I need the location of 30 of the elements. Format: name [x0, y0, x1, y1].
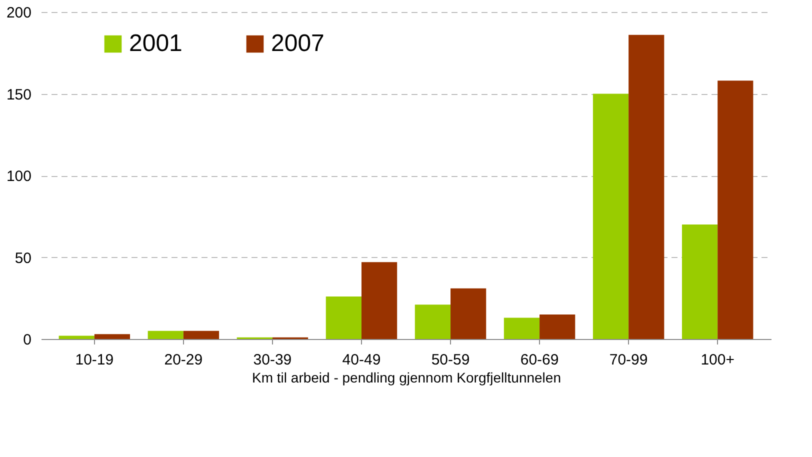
y-tick-label: 50: [14, 250, 32, 267]
x-tick-label: 30-39: [253, 352, 292, 368]
bar: [450, 288, 486, 339]
bar: [718, 80, 754, 339]
bar: [326, 296, 362, 339]
bar: [58, 336, 94, 339]
legend-label: 2001: [129, 30, 182, 57]
legend-label: 2007: [271, 30, 324, 57]
bar: [414, 304, 451, 339]
x-tick-label: 100+: [700, 352, 735, 368]
y-tick-label: 100: [6, 168, 32, 185]
x-tick-label: 60-69: [520, 352, 559, 368]
bar: [148, 330, 184, 339]
bar: [361, 262, 398, 339]
y-tick-label: 150: [6, 86, 32, 104]
y-tick-label: 200: [6, 4, 32, 22]
bar: [682, 224, 718, 339]
bar: [592, 94, 629, 339]
bar: [183, 330, 220, 339]
x-tick-label: 20-29: [164, 352, 203, 368]
x-tick-label: 10-19: [75, 352, 114, 368]
x-tick-label: 70-99: [609, 352, 648, 368]
x-tick-label: 50-59: [431, 352, 470, 368]
bar: [628, 34, 664, 339]
bar: [540, 314, 576, 339]
y-tick-label: 0: [23, 332, 32, 348]
bar: [94, 334, 130, 339]
x-tick-label: 40-49: [342, 352, 381, 368]
bar: [504, 318, 540, 339]
x-axis-title: Km til arbeid - pendling gjennom Korgfjelltunnelen: [252, 370, 561, 386]
